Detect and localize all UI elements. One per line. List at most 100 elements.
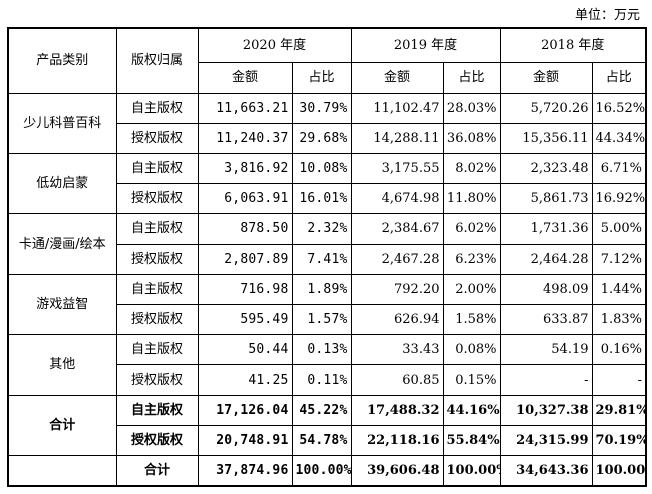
ratio-cell: 1.44%: [591, 273, 647, 306]
ratio-cell: 100.00%: [442, 455, 501, 487]
revenue-table: 产品类别 版权归属 2020 年度 2019 年度 2018 年度 金额 占比 …: [7, 27, 647, 487]
amount-cell: 716.98: [197, 273, 293, 306]
table-row: 授权版权 6,063.91 16.01% 4,674.98 11.80% 5,861.73…: [8, 183, 647, 215]
copyright-type-cell: 授权版权: [115, 364, 199, 396]
ratio-cell: 54.78%: [291, 424, 352, 457]
amount-cell: 20,748.91: [197, 424, 293, 457]
table-row: 合计37,874.96100.00%39,606.48100.00%34,643…: [7, 455, 647, 487]
ratio-cell: 70.19%: [591, 424, 647, 457]
amount-cell: 39,606.48: [350, 455, 444, 487]
amount-cell: 1,731.36: [499, 213, 593, 245]
ratio-cell: 44.34%: [591, 122, 647, 154]
ratio-cell: 100.00%: [591, 455, 647, 487]
amount-cell: 6,063.91: [197, 183, 293, 215]
copyright-type-cell: 授权版权: [115, 304, 199, 336]
amount-cell: 34,643.36: [499, 455, 593, 487]
amount-cell: 3,175.55: [350, 152, 444, 185]
header-amount: 金额: [197, 61, 293, 94]
ratio-cell: 1.57%: [291, 304, 352, 336]
header-year-2018: 2018 年度: [499, 27, 647, 63]
amount-cell: 24,315.99: [499, 424, 593, 457]
ratio-cell: 2.32%: [291, 213, 352, 245]
unit-label: 单位：万元: [574, 8, 640, 23]
table-row: 授权版权 41.25 0.11% 60.85 0.15% - -: [8, 364, 647, 396]
amount-cell: -: [499, 364, 593, 396]
copyright-type-cell: 授权版权: [115, 424, 199, 457]
ratio-cell: -: [591, 364, 647, 396]
ratio-cell: 45.22%: [291, 394, 352, 426]
ratio-cell: 8.02%: [442, 152, 501, 185]
ratio-cell: 16.52%: [591, 92, 647, 124]
amount-cell: 595.49: [197, 304, 293, 336]
table-row: 游戏益智 自主版权 716.98 1.89% 792.20 2.00% 498.09 1.44…: [7, 273, 647, 336]
copyright-type-cell: 自主版权: [115, 334, 199, 366]
ratio-cell: 6.23%: [442, 243, 501, 275]
header-amount: 金额: [499, 61, 593, 94]
amount-cell: 54.19: [499, 334, 593, 366]
ratio-cell: 30.79%: [291, 92, 352, 124]
ratio-cell: 44.16%: [442, 394, 501, 426]
header-amount: 金额: [350, 61, 444, 94]
header-ratio: 占比: [442, 61, 501, 94]
copyright-type-cell: 自主版权: [115, 92, 199, 124]
table-row: 卡通/漫画/绘本 自主版权 878.50 2.32% 2,384.67 6.02% 1,73…: [7, 213, 647, 275]
category-name: 其他: [7, 334, 117, 396]
amount-cell: 11,663.21: [197, 92, 293, 124]
amount-cell: 5,861.73: [499, 183, 593, 215]
ratio-cell: 10.08%: [291, 152, 352, 185]
amount-cell: 33.43: [350, 334, 444, 366]
header-year-2020: 2020 年度: [197, 27, 352, 63]
copyright-type-cell: 授权版权: [115, 122, 199, 154]
copyright-type-cell: 授权版权: [115, 243, 199, 275]
ratio-cell: 7.41%: [291, 243, 352, 275]
amount-cell: 17,126.04: [197, 394, 293, 426]
header-category: 产品类别: [7, 27, 117, 94]
amount-cell: 633.87: [499, 304, 593, 336]
table-row: 少儿科普百科 自主版权 11,663.21 30.79% 11,102.47 28.03%…: [7, 92, 647, 154]
amount-cell: 50.44: [197, 334, 293, 366]
table-row: 授权版权 11,240.37 29.68% 14,288.11 36.08% 15,356…: [8, 122, 647, 154]
empty-cell: [7, 455, 117, 487]
table-row: 合计 自主版权 17,126.04 45.22% 17,488.32 44.16% 10,3…: [7, 394, 647, 457]
amount-cell: 17,488.32: [350, 394, 444, 426]
header-year-2019: 2019 年度: [350, 27, 501, 63]
amount-cell: 22,118.16: [350, 424, 444, 457]
ratio-cell: 5.00%: [591, 213, 647, 245]
table-row: 授权版权 595.49 1.57% 626.94 1.58% 633.87 1.83%: [8, 304, 647, 336]
ratio-cell: 100.00%: [291, 455, 352, 487]
amount-cell: 2,384.67: [350, 213, 444, 245]
ratio-cell: 0.15%: [442, 364, 501, 396]
ratio-cell: 1.83%: [591, 304, 647, 336]
header-copyright: 版权归属: [115, 27, 199, 94]
amount-cell: 792.20: [350, 273, 444, 306]
category-name: 少儿科普百科: [7, 92, 117, 154]
amount-cell: 626.94: [350, 304, 444, 336]
ratio-cell: 6.71%: [591, 152, 647, 185]
ratio-cell: 16.01%: [291, 183, 352, 215]
ratio-cell: 29.81%: [591, 394, 647, 426]
category-name: 卡通/漫画/绘本: [7, 213, 117, 275]
ratio-cell: 28.03%: [442, 92, 501, 124]
amount-cell: 2,807.89: [197, 243, 293, 275]
ratio-cell: 0.13%: [291, 334, 352, 366]
category-name: 游戏益智: [7, 273, 117, 336]
ratio-cell: 55.84%: [442, 424, 501, 457]
amount-cell: 3,816.92: [197, 152, 293, 185]
amount-cell: 10,327.38: [499, 394, 593, 426]
ratio-cell: 11.80%: [442, 183, 501, 215]
copyright-type-cell: 自主版权: [115, 394, 199, 426]
amount-cell: 5,720.26: [499, 92, 593, 124]
ratio-cell: 29.68%: [291, 122, 352, 154]
amount-cell: 41.25: [197, 364, 293, 396]
table-row: 授权版权 2,807.89 7.41% 2,467.28 6.23% 2,464.28 7.…: [8, 243, 647, 275]
amount-cell: 2,323.48: [499, 152, 593, 185]
amount-cell: 14,288.11: [350, 122, 444, 154]
total-category-name: 合计: [7, 394, 117, 457]
copyright-type-cell: 自主版权: [115, 213, 199, 245]
table-row: 其他 自主版权 50.44 0.13% 33.43 0.08% 54.19 0.16%: [7, 334, 647, 396]
ratio-cell: 36.08%: [442, 122, 501, 154]
amount-cell: 11,102.47: [350, 92, 444, 124]
ratio-cell: 16.92%: [591, 183, 647, 215]
amount-cell: 15,356.11: [499, 122, 593, 154]
ratio-cell: 0.08%: [442, 334, 501, 366]
